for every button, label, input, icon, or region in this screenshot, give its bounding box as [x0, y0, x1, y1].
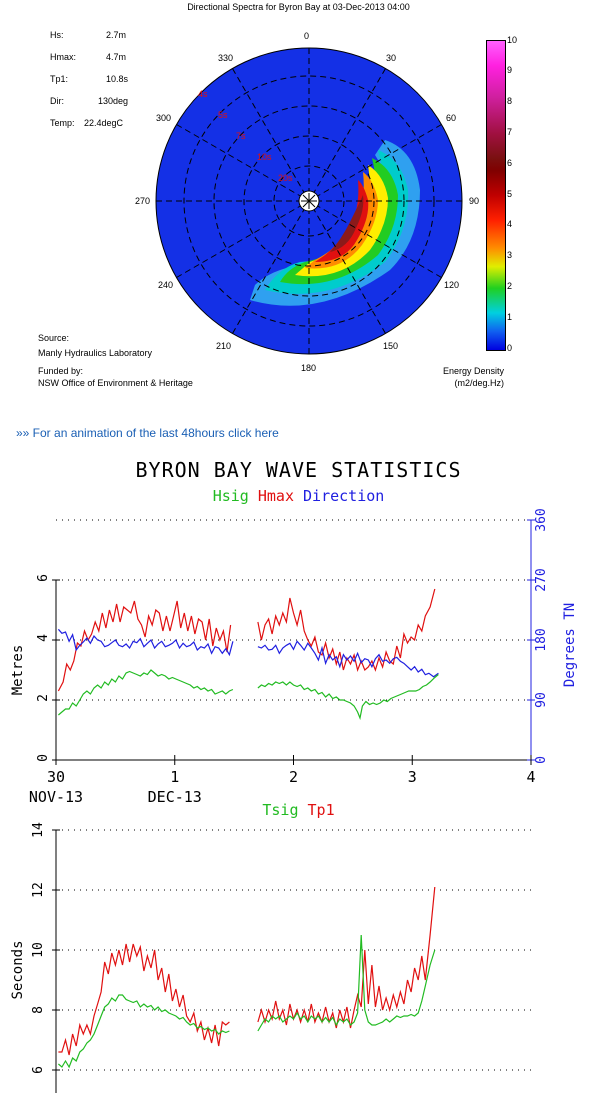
series-line-tsig — [58, 994, 230, 1069]
colorbar-tick-9: 9 — [507, 65, 513, 75]
wave-period-chart: 6 8 10 12 14 Seconds — [10, 822, 531, 1093]
series-line-hsig — [58, 669, 234, 716]
y-tick-label: 12 — [31, 882, 46, 898]
stat-tp1-value: 10.8s — [106, 74, 129, 84]
stat-hs-value: 2.7m — [106, 30, 127, 40]
x-tick-label: 4 — [526, 768, 535, 786]
period-label-4s: 4s — [198, 89, 208, 99]
legend-direction: Direction — [303, 487, 385, 505]
y2-tick-label: 180 — [534, 628, 549, 651]
stat-temp-value: 22.4degC — [84, 118, 124, 128]
dir-label-0: 0 — [304, 31, 310, 41]
series-line-tp1 — [58, 943, 230, 1056]
y-tick-label: 4 — [36, 634, 51, 642]
colorbar-units: (m2/deg.Hz) — [454, 378, 504, 388]
dir-label-270: 270 — [135, 196, 151, 206]
dir-label-120: 120 — [444, 280, 460, 290]
series-line-direction — [57, 628, 234, 657]
spectrum-energy-blob — [250, 140, 420, 306]
legend-hmax: Hmax — [257, 487, 294, 505]
stat-hmax-value: 4.7m — [106, 52, 127, 62]
stat-tp1-label: Tp1: — [50, 74, 69, 84]
legend-hsig: Hsig — [212, 487, 249, 505]
y-tick-label: 0 — [36, 754, 51, 762]
y2-tick-label: 0 — [534, 756, 549, 764]
colorbar-tick-8: 8 — [507, 96, 513, 106]
series-line-hsig — [257, 674, 439, 721]
dir-label-150: 150 — [383, 341, 399, 351]
dir-label-210: 210 — [216, 341, 232, 351]
y-tick-label: 8 — [31, 1006, 46, 1014]
y-tick-label: 6 — [31, 1066, 46, 1074]
stat-hs-label: Hs: — [50, 30, 64, 40]
x-tick-label: 3 — [408, 768, 417, 786]
y-tick-label: 10 — [31, 942, 46, 958]
colorbar-tick-7: 7 — [507, 127, 513, 137]
dir-label-330: 330 — [218, 53, 234, 63]
colorbar-tick-4: 4 — [507, 219, 513, 229]
legend-tp1: Tp1 — [307, 801, 335, 819]
x-tick-label: 1 — [170, 768, 179, 786]
series-line-direction — [257, 640, 439, 678]
dir-label-30: 30 — [386, 53, 397, 63]
stat-dir-label: Dir: — [50, 96, 64, 106]
series-line-hmax — [257, 588, 436, 672]
animation-link[interactable]: »» For an animation of the last 48hours … — [16, 426, 279, 440]
source-value: Manly Hydraulics Laboratory — [38, 348, 153, 358]
y-tick-label: 14 — [31, 822, 46, 838]
legend-tsig: Tsig — [262, 801, 299, 819]
y-tick-label: 6 — [36, 574, 51, 582]
wave-height-direction-chart: 0 2 4 6 0 90 180 270 360 30 1 2 3 4 NOV-13 DEC-13 Metres… — [10, 508, 578, 805]
polar-period-rings — [183, 75, 435, 327]
x-tick-label: 30 — [47, 768, 65, 786]
period-label-20s: 20s — [278, 173, 293, 183]
y2-tick-label: 270 — [534, 568, 549, 591]
y2-axis-label: Degrees TN — [562, 603, 578, 687]
polar-spectrum-plot — [155, 47, 463, 355]
polar-title: Directional Spectra for Byron Bay at 03-… — [187, 2, 410, 12]
legend-row-2: Tsig Tp1 — [0, 801, 597, 819]
stats-title: BYRON BAY WAVE STATISTICS — [135, 458, 462, 482]
y2-tick-label: 90 — [534, 692, 549, 708]
source-label: Source: — [38, 333, 70, 343]
polar-center-star — [301, 193, 317, 209]
funded-value: NSW Office of Environment & Heritage — [38, 378, 193, 388]
period-label-7s: 7s — [236, 131, 246, 141]
colorbar-tick-10: 10 — [507, 35, 518, 45]
y-axis-label: Seconds — [10, 940, 26, 999]
dir-label-60: 60 — [446, 113, 457, 123]
period-label-10s: 10s — [257, 152, 272, 162]
dir-label-300: 300 — [156, 113, 172, 123]
x-tick-label: 2 — [289, 768, 298, 786]
colorbar-tick-0: 0 — [507, 343, 513, 353]
stat-temp-label: Temp: — [50, 118, 75, 128]
series-line-tp1 — [257, 886, 436, 1029]
y2-tick-label: 360 — [534, 508, 549, 531]
colorbar — [486, 40, 506, 351]
colorbar-tick-2: 2 — [507, 281, 513, 291]
polar-outer-ring — [155, 47, 463, 355]
period-label-5s: 5s — [218, 110, 228, 120]
colorbar-tick-6: 6 — [507, 158, 513, 168]
stat-hmax-label: Hmax: — [50, 52, 77, 62]
colorbar-tick-1: 1 — [507, 312, 513, 322]
y-axis-label: Metres — [10, 645, 26, 696]
dir-label-240: 240 — [158, 280, 174, 290]
stat-dir-value: 130deg — [98, 96, 129, 106]
legend-row-1: Hsig Hmax Direction — [0, 487, 597, 505]
dir-label-90: 90 — [469, 196, 480, 206]
colorbar-tick-5: 5 — [507, 189, 513, 199]
colorbar-tick-3: 3 — [507, 250, 513, 260]
funded-label: Funded by: — [38, 366, 84, 376]
dir-label-180: 180 — [301, 363, 317, 373]
y-tick-label: 2 — [36, 694, 51, 702]
colorbar-title: Energy Density — [442, 366, 504, 376]
month-label: DEC-13 — [148, 788, 202, 805]
series-line-tsig — [257, 934, 436, 1032]
month-label: NOV-13 — [29, 788, 83, 805]
